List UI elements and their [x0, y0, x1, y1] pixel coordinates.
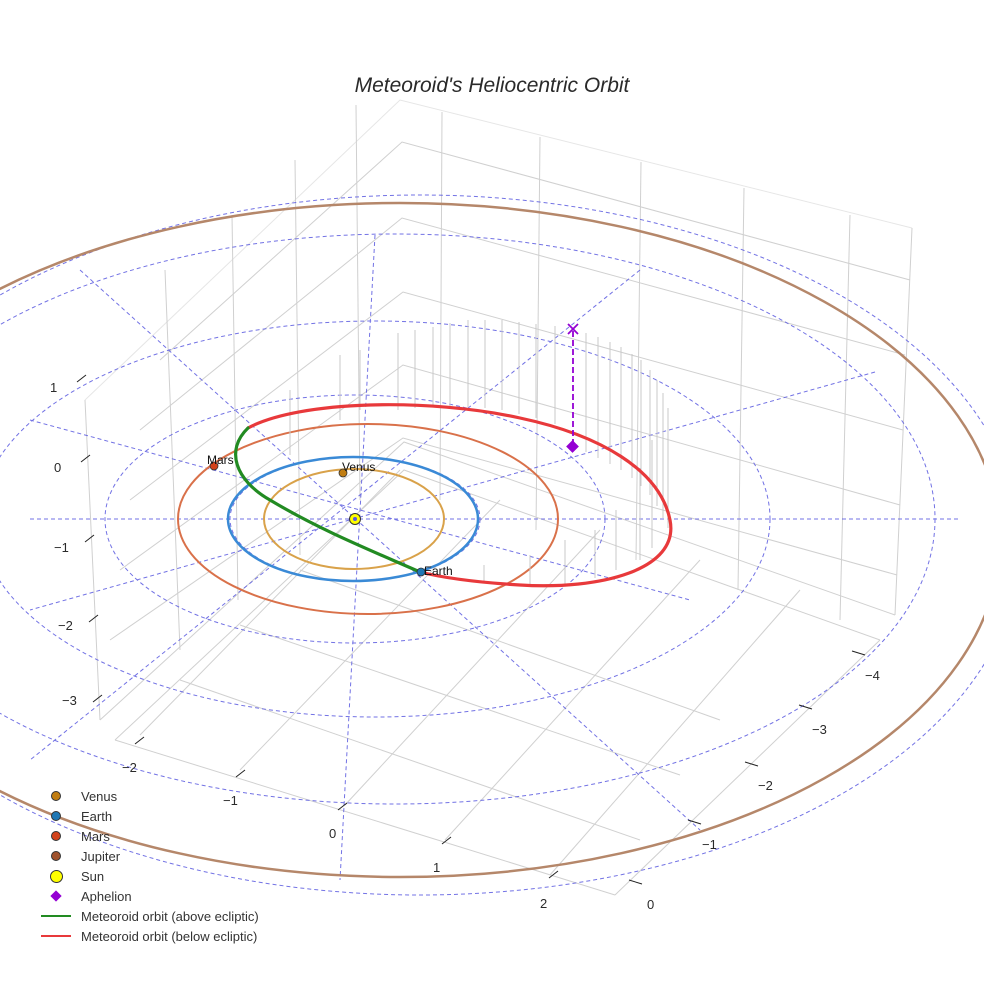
mars-marker[interactable] — [209, 461, 219, 471]
mars-dot-icon — [51, 831, 61, 841]
legend-label: Mars — [81, 828, 110, 844]
diamond-icon — [50, 890, 62, 902]
jupiter-orbit — [0, 201, 984, 879]
z-axis — [76, 374, 103, 703]
x-tick-2: 0 — [329, 826, 336, 841]
mars-label: Mars — [207, 453, 234, 467]
mars-orbit — [177, 423, 559, 615]
y-tick-4: −4 — [865, 668, 880, 683]
meteoroid-orbit-above — [234, 426, 422, 574]
x-tick-1: −1 — [223, 793, 238, 808]
x-tick-3: 1 — [433, 860, 440, 875]
earth-marker[interactable] — [416, 567, 426, 577]
legend-label: Sun — [81, 868, 105, 884]
z-tick-4: −3 — [62, 693, 77, 708]
aphelion-diamond-icon[interactable] — [566, 440, 579, 453]
legend-item-sun[interactable]: Sun — [38, 866, 259, 886]
legend-label: Meteoroid orbit (above ecliptic) — [81, 908, 259, 924]
y-tick-1: −1 — [702, 837, 717, 852]
legend-label: Venus — [81, 788, 118, 804]
legend-label: Aphelion — [81, 888, 132, 904]
y-axis — [628, 650, 866, 885]
legend-item-aphelion[interactable]: Aphelion — [38, 886, 259, 906]
legend-label: Earth — [81, 808, 113, 824]
jupiter-dot-icon — [51, 851, 61, 861]
venus-label: Venus — [342, 460, 375, 474]
legend: Venus Earth Mars Jupiter Sun Aphelion Me… — [38, 786, 259, 946]
meteoroid-orbit-below — [246, 403, 673, 588]
scene-grid — [84, 99, 913, 896]
legend-item-mars[interactable]: Mars — [38, 826, 259, 846]
x-tick-0: −2 — [122, 760, 137, 775]
y-tick-0: 0 — [647, 897, 654, 912]
chart-title: Meteoroid's Heliocentric Orbit — [354, 74, 630, 97]
legend-item-earth[interactable]: Earth — [38, 806, 259, 826]
venus-dot-icon — [51, 791, 61, 801]
sun-dot-icon — [49, 869, 63, 883]
red-line-icon — [41, 935, 71, 937]
legend-item-venus[interactable]: Venus — [38, 786, 259, 806]
projection-stems — [289, 320, 669, 586]
earth-dot-icon — [51, 811, 61, 821]
venus-marker[interactable] — [338, 468, 348, 478]
z-tick-2: −1 — [54, 540, 69, 555]
legend-label: Meteoroid orbit (below ecliptic) — [81, 928, 258, 944]
z-tick-3: −2 — [58, 618, 73, 633]
aphelion-x-icon — [567, 323, 579, 335]
sun-center-icon — [353, 517, 357, 521]
legend-label: Jupiter — [81, 848, 121, 864]
legend-item-jupiter[interactable]: Jupiter — [38, 846, 259, 866]
z-tick-1: 0 — [54, 460, 61, 475]
venus-orbit — [263, 468, 445, 570]
y-tick-3: −3 — [812, 722, 827, 737]
legend-item-orbit-above[interactable]: Meteoroid orbit (above ecliptic) — [38, 906, 259, 926]
y-tick-2: −2 — [758, 778, 773, 793]
legend-item-orbit-below[interactable]: Meteoroid orbit (below ecliptic) — [38, 926, 259, 946]
earth-label: Earth — [424, 564, 453, 578]
green-line-icon — [41, 915, 71, 917]
ecliptic-polar-grid — [0, 194, 984, 896]
x-axis — [134, 736, 559, 879]
earth-orbit — [226, 455, 480, 583]
x-tick-4: 2 — [540, 896, 547, 911]
z-tick-0: 1 — [50, 380, 57, 395]
